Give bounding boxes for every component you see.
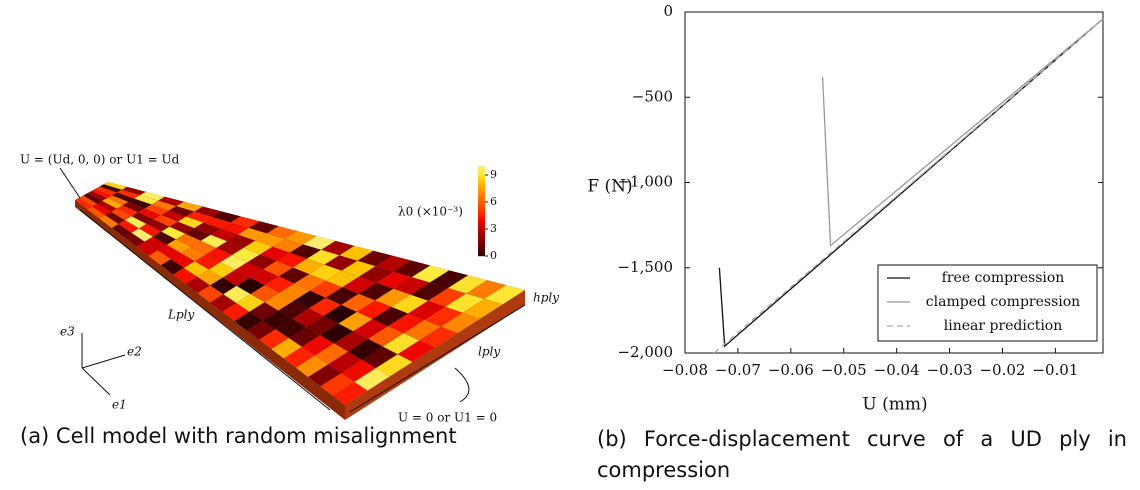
arrow bbox=[60, 168, 80, 198]
colorbar-segment bbox=[478, 235, 485, 238]
colorbar-segment bbox=[478, 238, 485, 241]
caption-a: (a) Cell model with random misalignment bbox=[20, 424, 457, 448]
series-line bbox=[823, 19, 1103, 246]
colorbar-tick-label: 9 bbox=[490, 168, 497, 181]
colorbar-segment bbox=[478, 196, 485, 199]
colorbar-segment bbox=[478, 247, 485, 250]
y-tick-label: −500 bbox=[632, 87, 673, 105]
figure: U = (Ud, 0, 0) or U1 = Ud Lply lply hply… bbox=[0, 0, 1140, 490]
page: U = (Ud, 0, 0) or U1 = Ud Lply lply hply… bbox=[0, 0, 1140, 490]
colorbar-segment bbox=[478, 232, 485, 235]
colorbar-segment bbox=[478, 166, 485, 169]
colorbar-segment bbox=[478, 190, 485, 193]
colorbar-segment bbox=[478, 202, 485, 205]
colorbar-segment bbox=[478, 199, 485, 202]
colorbar-segment bbox=[478, 229, 485, 232]
x-tick-label: −0.03 bbox=[927, 361, 973, 379]
x-tick-label: −0.02 bbox=[979, 361, 1025, 379]
y-tick-label: 0 bbox=[663, 2, 673, 20]
colorbar-segment bbox=[478, 211, 485, 214]
colorbar-segment bbox=[478, 250, 485, 253]
colorbar-segment bbox=[478, 208, 485, 211]
colorbar-title: λ0 (×10⁻³) bbox=[398, 205, 463, 219]
load-label: U = (Ud, 0, 0) or U1 = Ud bbox=[20, 153, 180, 167]
x-tick-label: −0.07 bbox=[715, 361, 761, 379]
axis-e2 bbox=[82, 355, 125, 368]
colorbar-segment bbox=[478, 175, 485, 178]
height-label: hply bbox=[533, 291, 559, 305]
x-tick-label: −0.01 bbox=[1032, 361, 1078, 379]
legend-label: linear prediction bbox=[944, 318, 1063, 334]
colorbar-segment bbox=[478, 172, 485, 175]
e1-label: e1 bbox=[112, 398, 127, 412]
x-tick-label: −0.06 bbox=[768, 361, 814, 379]
colorbar-segment bbox=[478, 193, 485, 196]
y-axis-label: F (N) bbox=[587, 177, 632, 197]
legend-label: free compression bbox=[942, 270, 1065, 286]
colorbar: 0 3 6 9 bbox=[478, 166, 497, 262]
legend-label: clamped compression bbox=[926, 294, 1080, 310]
colorbar-segment bbox=[478, 181, 485, 184]
fixed-label: U = 0 or U1 = 0 bbox=[398, 411, 497, 425]
colorbar-tick-label: 0 bbox=[490, 249, 497, 262]
colorbar-tick-label: 3 bbox=[490, 222, 497, 235]
caption-b: (b) Force-displacement curve of a UD ply… bbox=[597, 424, 1127, 486]
colorbar-segment bbox=[478, 241, 485, 244]
width-label: lply bbox=[478, 345, 500, 359]
colorbar-segment bbox=[478, 214, 485, 217]
length-label: Lply bbox=[167, 308, 194, 322]
chart: −0.08 −0.07 −0.06 −0.05 −0.04 −0.03 −0.02 −0.01… bbox=[587, 2, 1103, 415]
colorbar-segment bbox=[478, 220, 485, 223]
colorbar-segment bbox=[478, 244, 485, 247]
x-axis-label: U (mm) bbox=[862, 395, 927, 415]
x-tick-label: −0.04 bbox=[874, 361, 920, 379]
colorbar-segment bbox=[478, 187, 485, 190]
colorbar-segment bbox=[478, 217, 485, 220]
e3-label: e3 bbox=[60, 325, 75, 339]
axis-e1 bbox=[82, 368, 110, 395]
e2-label: e2 bbox=[127, 345, 142, 359]
colorbar-segment bbox=[478, 223, 485, 226]
colorbar-segment bbox=[478, 205, 485, 208]
y-tick-label: −2,000 bbox=[617, 343, 673, 361]
y-tick-label: −1,500 bbox=[617, 258, 673, 276]
colorbar-segment bbox=[478, 184, 485, 187]
colorbar-tick-label: 6 bbox=[490, 195, 497, 208]
x-tick-label: −0.05 bbox=[821, 361, 867, 379]
colorbar-segment bbox=[478, 169, 485, 172]
colorbar-segment bbox=[478, 178, 485, 181]
colorbar-segment bbox=[478, 226, 485, 229]
colorbar-segment bbox=[478, 253, 485, 256]
arrow bbox=[455, 368, 469, 402]
x-tick-label: −0.08 bbox=[662, 361, 708, 379]
